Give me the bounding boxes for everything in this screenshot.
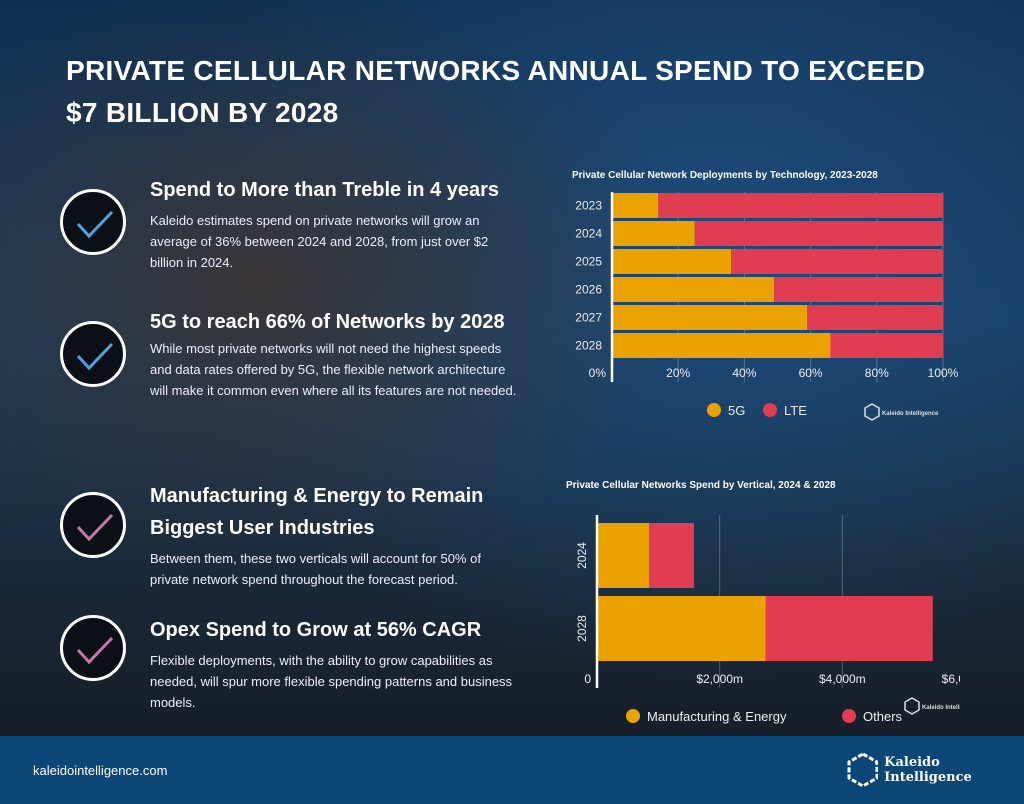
x-tick-label: 0%: [589, 366, 607, 380]
x-tick-label: 100%: [928, 366, 959, 380]
y-tick-label: 2024: [575, 542, 589, 569]
x-tick-label: 80%: [865, 366, 889, 380]
item-title: Spend to More than Treble in 4 years: [150, 179, 499, 201]
check-icon: [60, 615, 126, 681]
page-title: PRIVATE CELLULAR NETWORKS ANNUAL SPEND T…: [66, 55, 926, 128]
bar-others: [765, 596, 933, 661]
bar-lte: [830, 333, 943, 358]
x-tick-label: $4,000m: [819, 672, 866, 686]
legend-marker: [763, 403, 777, 417]
item-body: Between them, these two verticals will a…: [150, 551, 481, 587]
bar-lte: [731, 249, 943, 274]
footer: kaleidointelligence.com Kaleido Intellig…: [0, 736, 1024, 804]
y-tick-label: 2023: [575, 199, 602, 213]
y-tick-label: 2024: [575, 227, 602, 241]
x-tick-label: 0: [584, 672, 591, 686]
watermark-logo-icon: [904, 697, 920, 715]
bar-manufacturing-energy: [597, 523, 649, 588]
legend-marker: [707, 403, 721, 417]
x-tick-label: $6,000m: [942, 672, 960, 686]
bar-lte: [658, 193, 943, 218]
hexagon-logo-icon: [847, 752, 879, 788]
legend-label: Others: [863, 709, 903, 724]
check-icon: [60, 492, 126, 558]
watermark-text: Kaleido Intelligence: [922, 705, 960, 711]
item-title: Manufacturing & Energy to Remain Biggest…: [150, 485, 484, 539]
bar-5g: [612, 333, 831, 358]
watermark-logo-icon: [864, 403, 880, 421]
check-icon: [60, 321, 126, 387]
item-body: Flexible deployments, with the ability t…: [150, 653, 513, 710]
website-link[interactable]: kaleidointelligence.com: [33, 763, 168, 778]
y-tick-label: 2028: [575, 615, 589, 642]
bar-lte: [694, 221, 943, 246]
y-tick-label: 2026: [575, 283, 602, 297]
item-body: Kaleido estimates spend on private netwo…: [150, 213, 489, 270]
y-tick-label: 2028: [575, 339, 602, 353]
y-tick-label: 2025: [575, 255, 602, 269]
bar-lte: [774, 277, 943, 302]
x-tick-label: 20%: [666, 366, 690, 380]
chart-title: Private Cellular Networks Spend by Verti…: [566, 480, 836, 491]
x-tick-label: 40%: [732, 366, 756, 380]
bar-5g: [612, 249, 732, 274]
logo-text: Kaleido Intelligence: [884, 755, 972, 785]
chart-title: Private Cellular Network Deployments by …: [572, 170, 878, 181]
technology-chart: Private Cellular Network Deployments by …: [572, 170, 959, 421]
bar-5g: [612, 305, 808, 330]
x-tick-label: $2,000m: [696, 672, 743, 686]
legend-label: LTE: [784, 403, 807, 418]
bar-5g: [612, 193, 659, 218]
legend-marker: [842, 709, 856, 723]
legend-marker: [626, 709, 640, 723]
legend-label: 5G: [728, 403, 745, 418]
bar-5g: [612, 277, 775, 302]
legend-label: Manufacturing & Energy: [647, 709, 787, 724]
vertical-chart: Private Cellular Networks Spend by Verti…: [566, 480, 960, 724]
company-logo: Kaleido Intelligence: [846, 752, 1024, 788]
check-icon: [60, 189, 126, 255]
watermark-text: Kaleido Intelligence: [882, 411, 939, 417]
item-title: Opex Spend to Grow at 56% CAGR: [150, 619, 482, 641]
bar-5g: [612, 221, 695, 246]
bar-others: [648, 523, 695, 588]
bar-lte: [807, 305, 943, 330]
item-title: 5G to reach 66% of Networks by 2028: [150, 311, 505, 333]
y-tick-label: 2027: [575, 311, 602, 325]
item-body: While most private networks will not nee…: [150, 341, 517, 398]
bar-manufacturing-energy: [597, 596, 766, 661]
x-tick-label: 60%: [799, 366, 823, 380]
